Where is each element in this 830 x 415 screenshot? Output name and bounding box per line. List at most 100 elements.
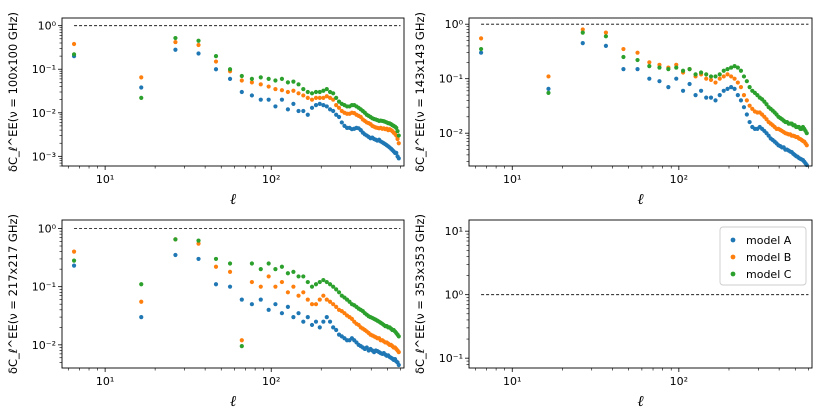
data-point <box>321 88 326 93</box>
data-point <box>331 108 336 114</box>
data-point <box>327 282 333 287</box>
data-point <box>313 282 319 287</box>
y-tick-label: 10⁻¹ <box>439 352 463 365</box>
data-point <box>213 59 219 64</box>
data-point <box>266 307 271 312</box>
data-point <box>478 36 484 41</box>
data-point <box>725 67 730 72</box>
data-point <box>603 43 609 48</box>
data-point <box>227 76 233 81</box>
series-model-c <box>71 35 401 138</box>
data-point <box>331 91 336 96</box>
data-point <box>196 38 201 43</box>
data-point <box>71 258 77 263</box>
data-point <box>698 70 704 75</box>
data-point <box>546 90 551 95</box>
data-point <box>305 297 310 302</box>
data-point <box>239 297 244 302</box>
data-point <box>213 264 219 269</box>
data-point <box>196 42 201 48</box>
data-point <box>394 125 399 130</box>
data-point <box>321 95 326 100</box>
x-tick-label: 10¹ <box>503 173 521 186</box>
data-point <box>546 74 551 79</box>
y-axis-label: δC_ℓ^EE(ν = 353x353 GHz) <box>413 214 427 374</box>
data-point <box>71 263 77 268</box>
data-point <box>324 104 329 109</box>
y-tick-label: 10⁰ <box>445 289 464 302</box>
series-model-a <box>71 252 401 368</box>
y-tick-label: 10⁻² <box>439 127 463 140</box>
data-point <box>732 64 737 69</box>
data-point <box>173 237 178 242</box>
data-point <box>717 93 722 98</box>
data-point <box>291 88 296 93</box>
data-point <box>693 72 698 77</box>
data-point <box>249 80 254 85</box>
data-point <box>258 75 263 80</box>
data-point <box>698 88 704 93</box>
y-tick-label: 10⁻² <box>32 107 56 120</box>
data-point <box>301 86 306 92</box>
data-point <box>647 76 652 81</box>
y-axis-label: δC_ℓ^EE(ν = 217x217 GHz) <box>6 214 20 374</box>
data-point <box>478 46 484 52</box>
data-point <box>621 46 626 52</box>
x-axis-label: ℓ <box>230 392 236 410</box>
series-model-b <box>71 39 401 146</box>
data-point <box>713 98 718 103</box>
x-axis-label: ℓ <box>637 392 643 410</box>
data-point <box>324 314 329 320</box>
data-point <box>273 78 278 83</box>
data-point <box>635 57 640 63</box>
data-point <box>313 319 319 324</box>
axes-frame <box>468 17 813 167</box>
data-point <box>704 95 709 100</box>
y-tick-label: 10¹ <box>445 225 463 238</box>
data-point <box>249 302 254 307</box>
data-point <box>227 269 233 274</box>
data-point <box>196 238 201 243</box>
data-point <box>708 77 714 83</box>
data-point <box>309 97 315 102</box>
data-point <box>621 54 626 60</box>
data-point <box>324 279 329 285</box>
axes-frame <box>468 219 813 369</box>
data-point <box>738 98 744 103</box>
data-point <box>395 136 400 142</box>
data-point <box>327 95 333 100</box>
data-point <box>396 362 401 368</box>
data-point <box>301 274 306 279</box>
data-point <box>266 76 271 81</box>
data-point <box>305 89 310 95</box>
data-point <box>313 302 319 307</box>
chart-panel-2: 10¹ 10² 10⁻² 10⁻¹ 10⁰ ℓ δC_ℓ^EE(ν = 143x143 GH… <box>413 12 813 208</box>
data-point <box>334 304 339 309</box>
data-point <box>324 297 329 302</box>
data-point <box>196 256 201 262</box>
data-point <box>309 302 315 307</box>
data-point <box>657 65 662 70</box>
data-point <box>285 80 290 85</box>
data-point <box>680 88 686 93</box>
data-point <box>729 74 734 79</box>
data-point <box>291 269 296 274</box>
data-point <box>313 95 319 100</box>
data-point <box>279 76 285 81</box>
data-point <box>546 86 551 91</box>
legend-marker <box>730 237 736 243</box>
data-point <box>334 327 339 333</box>
data-point <box>721 74 726 79</box>
data-point <box>258 284 263 289</box>
data-point <box>647 60 652 65</box>
data-point <box>735 65 740 70</box>
y-axis-label: δC_ℓ^EE(ν = 143x143 GHz) <box>413 12 427 172</box>
x-tick-label: 10² <box>262 173 280 186</box>
data-point <box>336 290 342 295</box>
data-point <box>227 261 233 266</box>
data-point <box>364 345 369 350</box>
series-model-c <box>478 30 809 136</box>
data-point <box>478 50 484 55</box>
data-point <box>317 101 322 106</box>
data-point <box>196 51 201 56</box>
